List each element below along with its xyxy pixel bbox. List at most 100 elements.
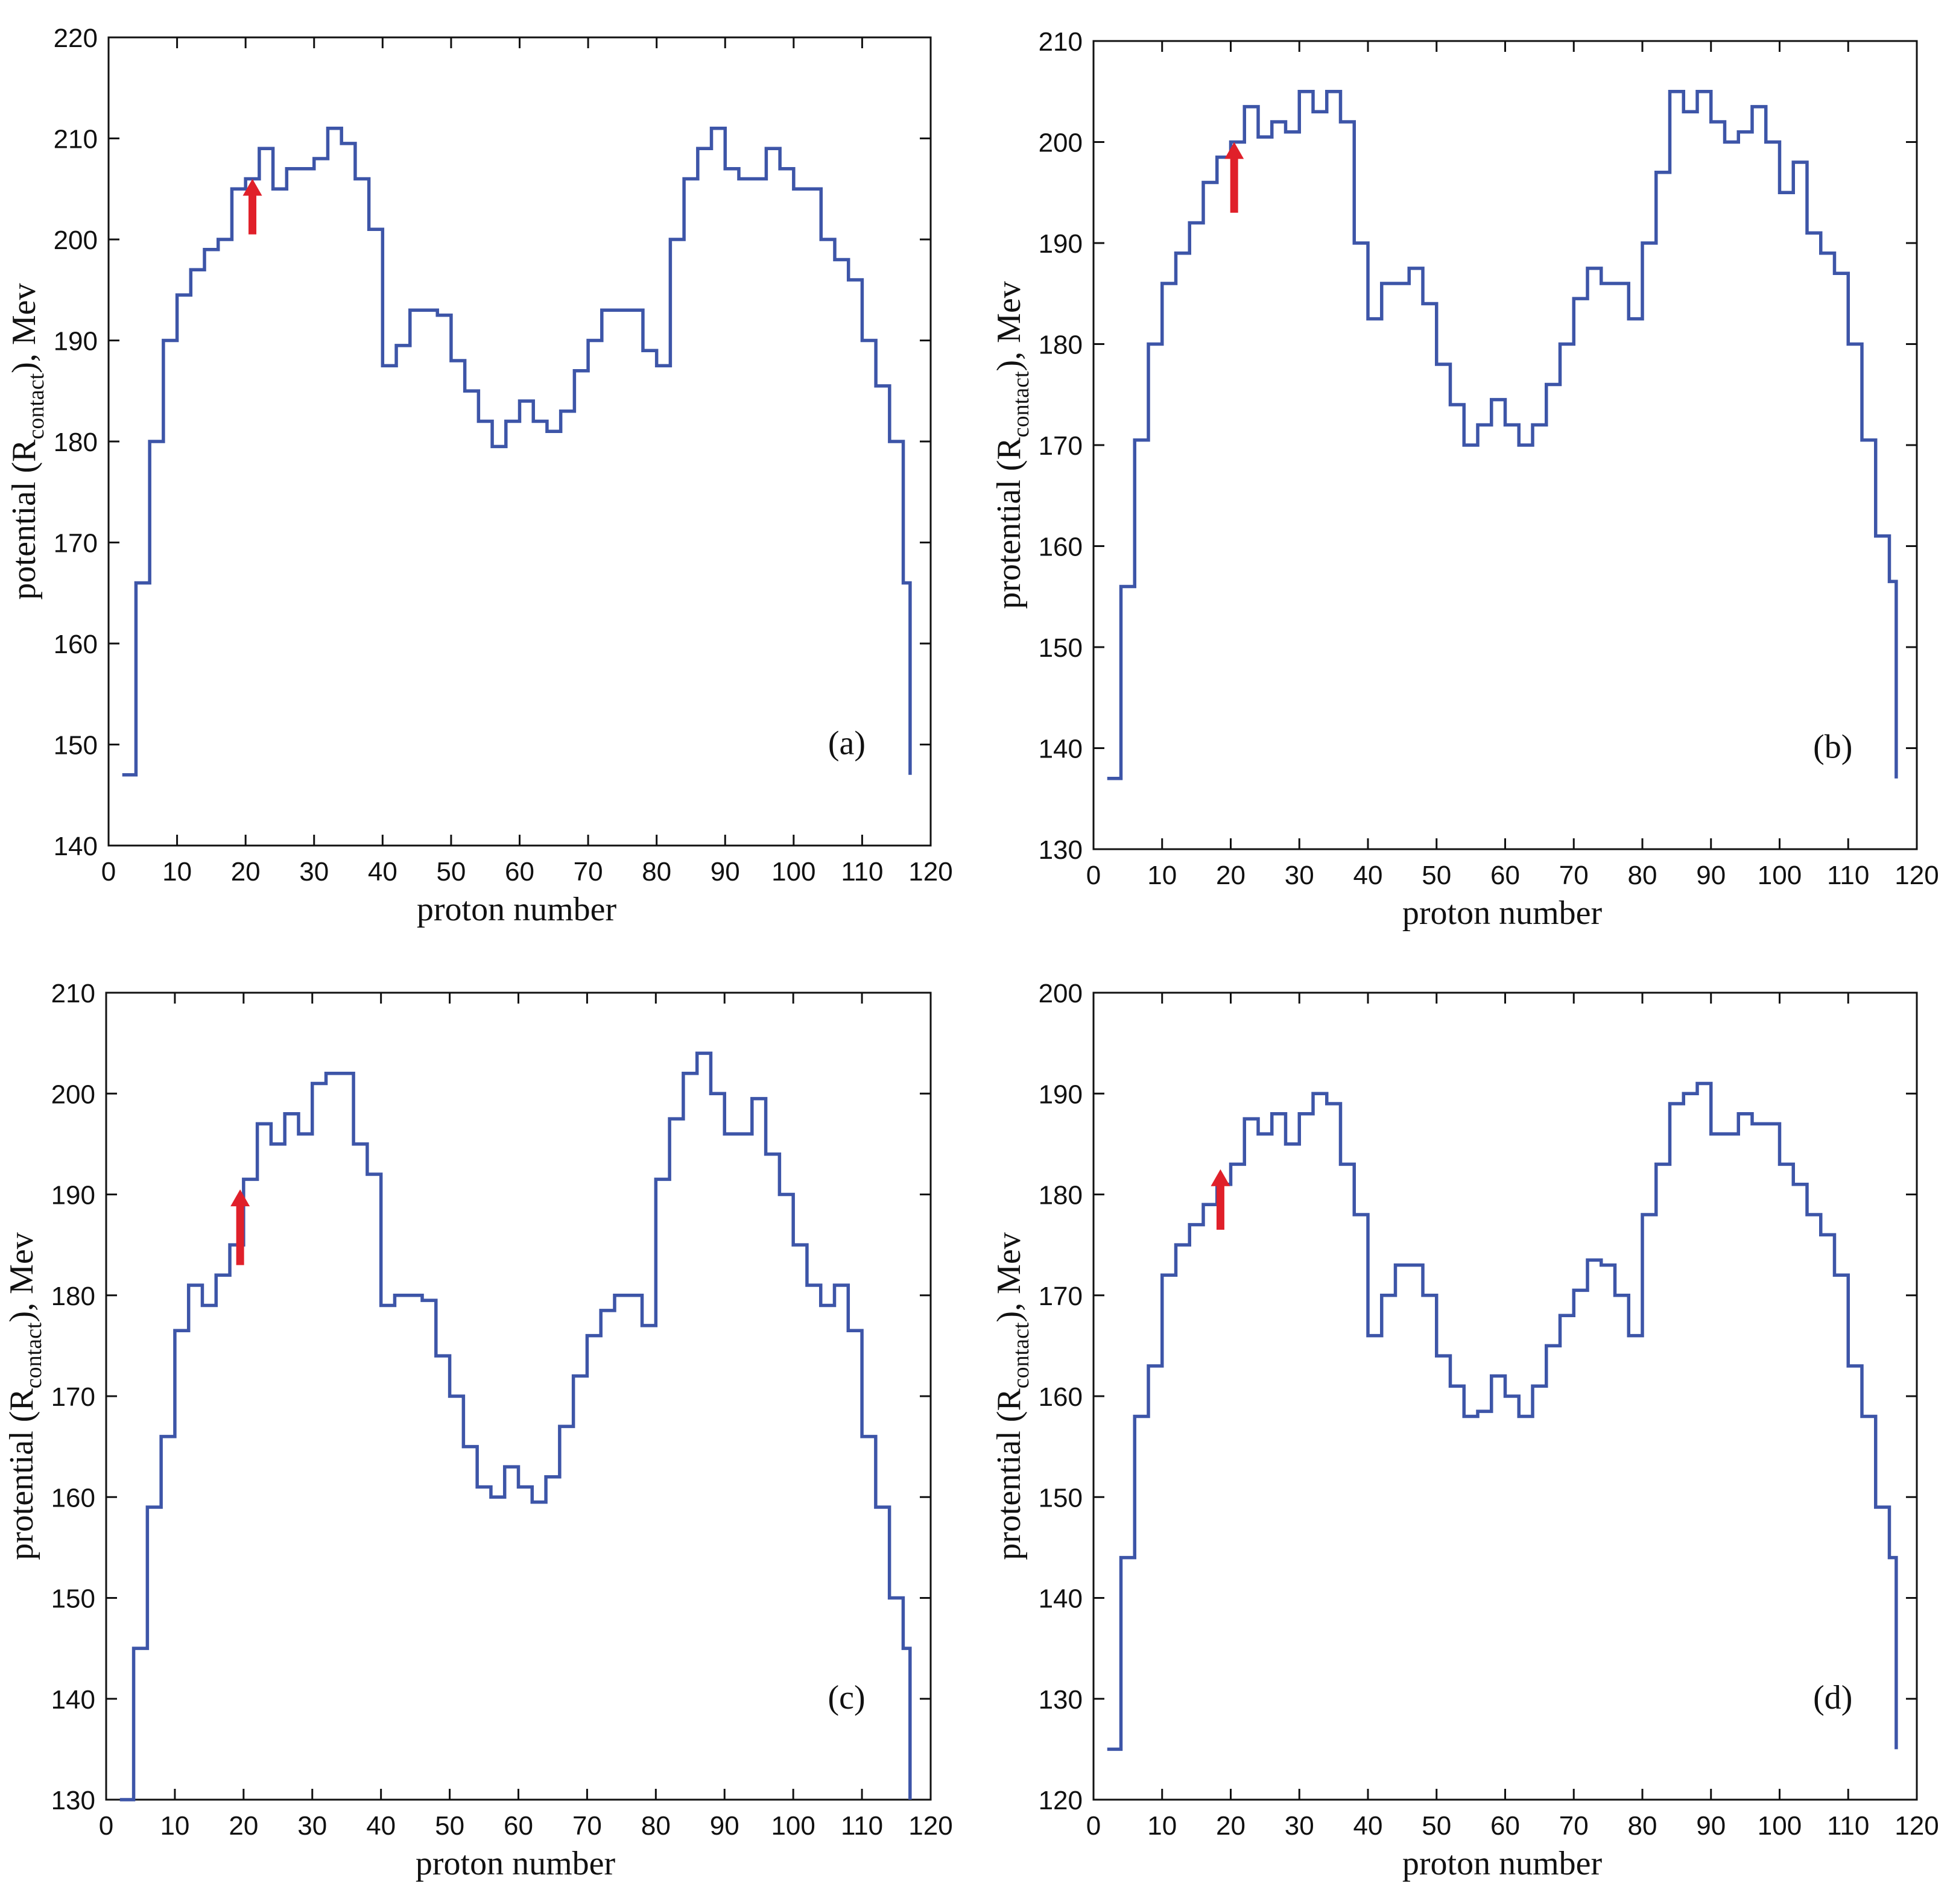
panel-label: (a) xyxy=(828,725,866,762)
x-tick-label: 90 xyxy=(711,857,740,887)
y-tick-label: 160 xyxy=(54,630,98,659)
x-tick-label: 80 xyxy=(1628,861,1657,890)
y-tick-label: 140 xyxy=(1039,735,1083,764)
y-tick-label: 180 xyxy=(1039,1181,1083,1210)
y-axis-label-sub: contact xyxy=(1008,371,1034,437)
y-tick-label: 150 xyxy=(1039,633,1083,663)
x-tick-label: 110 xyxy=(841,857,883,887)
y-tick-label: 160 xyxy=(1039,533,1083,562)
y-tick-label: 150 xyxy=(54,731,98,761)
x-axis-label: proton number xyxy=(1402,1845,1603,1882)
y-tick-label: 130 xyxy=(1039,1685,1083,1715)
panel-label: (c) xyxy=(828,1679,865,1716)
x-tick-label: 100 xyxy=(1758,861,1802,890)
x-tick-label: 80 xyxy=(641,1811,671,1841)
y-tick-label: 120 xyxy=(1039,1786,1083,1815)
y-tick-label: 180 xyxy=(54,428,98,457)
panel: 0 10 20 30 40 50 60 70 80 90 100 110 120 140 150 160 170… xyxy=(5,24,953,928)
y-tick-label: 210 xyxy=(1039,27,1083,57)
x-tick-label: 10 xyxy=(160,1811,189,1841)
x-axis-label: proton number xyxy=(416,1845,616,1882)
y-tick-label: 160 xyxy=(1039,1382,1083,1412)
panel-label: (b) xyxy=(1813,729,1852,766)
x-tick-label: 40 xyxy=(1353,861,1383,890)
y-tick-label: 180 xyxy=(1039,331,1083,360)
y-axis-label-main: protential (R xyxy=(990,1388,1028,1560)
y-tick-label: 190 xyxy=(1039,229,1083,259)
arrow-head xyxy=(1224,142,1244,159)
y-tick-label: 210 xyxy=(54,125,98,154)
y-tick-label: 180 xyxy=(51,1282,95,1311)
x-tick-label: 60 xyxy=(1490,861,1520,890)
y-tick-label: 190 xyxy=(1039,1080,1083,1109)
y-tick-label: 220 xyxy=(54,24,98,53)
x-tick-label: 110 xyxy=(841,1811,883,1841)
y-tick-label: 200 xyxy=(51,1080,95,1109)
y-tick-label: 160 xyxy=(51,1483,95,1513)
y-tick-label: 200 xyxy=(1039,128,1083,158)
y-tick-label: 150 xyxy=(1039,1483,1083,1513)
y-axis-label-end: ), Mev xyxy=(990,281,1028,371)
y-axis-label: protential (Rcontact), Mev xyxy=(990,281,1034,609)
x-tick-label: 30 xyxy=(299,857,329,887)
y-axis-label-sub: contact xyxy=(1008,1322,1034,1388)
y-tick-label: 170 xyxy=(1039,431,1083,461)
x-tick-label: 70 xyxy=(1559,861,1589,890)
x-tick-label: 110 xyxy=(1827,1811,1869,1841)
x-tick-label: 60 xyxy=(504,1811,533,1841)
panel: 0 10 20 30 40 50 60 70 80 90 100 110 120 130 140 150 160… xyxy=(3,979,953,1882)
x-tick-label: 10 xyxy=(162,857,192,887)
y-tick-label: 210 xyxy=(51,979,95,1008)
x-tick-label: 80 xyxy=(1628,1811,1657,1841)
data-line xyxy=(1107,90,1898,780)
x-tick-label: 70 xyxy=(572,1811,602,1841)
x-tick-label: 10 xyxy=(1147,861,1177,890)
x-tick-label: 20 xyxy=(1216,1811,1246,1841)
y-tick-label: 140 xyxy=(1039,1584,1083,1614)
x-tick-label: 60 xyxy=(505,857,534,887)
x-tick-label: 100 xyxy=(771,1811,815,1841)
x-tick-label: 90 xyxy=(710,1811,739,1841)
x-tick-label: 70 xyxy=(1559,1811,1589,1841)
x-tick-label: 110 xyxy=(1827,861,1869,890)
x-tick-label: 90 xyxy=(1696,1811,1726,1841)
y-axis-label-end: ), Mev xyxy=(990,1232,1028,1322)
y-tick-label: 190 xyxy=(54,327,98,356)
x-axis-label: proton number xyxy=(417,891,617,928)
arrow-head xyxy=(230,1189,250,1207)
y-axis-label: protential (Rcontact), Mev xyxy=(990,1232,1034,1560)
x-tick-label: 50 xyxy=(1422,861,1451,890)
y-tick-label: 170 xyxy=(54,529,98,558)
x-tick-label: 70 xyxy=(574,857,603,887)
panel-label: (d) xyxy=(1813,1679,1852,1716)
x-tick-label: 10 xyxy=(1147,1811,1177,1841)
x-tick-label: 100 xyxy=(1758,1811,1802,1841)
x-tick-label: 30 xyxy=(297,1811,327,1841)
x-tick-label: 40 xyxy=(368,857,397,887)
data-line xyxy=(119,1051,912,1801)
x-tick-label: 40 xyxy=(1353,1811,1383,1841)
x-tick-label: 30 xyxy=(1285,1811,1314,1841)
x-tick-label: 120 xyxy=(908,857,952,887)
x-tick-label: 100 xyxy=(771,857,815,887)
y-tick-label: 140 xyxy=(51,1685,95,1715)
panel: 0 10 20 30 40 50 60 70 80 90 100 110 120 130 140 150 160… xyxy=(990,27,1939,932)
x-tick-label: 0 xyxy=(1086,1811,1101,1841)
x-tick-label: 50 xyxy=(1422,1811,1451,1841)
y-axis-label-main: potential (R xyxy=(5,439,43,600)
arrow-head xyxy=(1211,1169,1230,1186)
x-axis-label: proton number xyxy=(1402,894,1603,932)
y-tick-label: 130 xyxy=(1039,835,1083,865)
x-tick-label: 80 xyxy=(642,857,671,887)
data-line xyxy=(1107,1081,1898,1751)
y-tick-label: 190 xyxy=(51,1181,95,1210)
x-tick-label: 20 xyxy=(229,1811,258,1841)
plot-frame xyxy=(105,992,932,1801)
x-tick-label: 120 xyxy=(1894,861,1939,890)
y-tick-label: 140 xyxy=(54,832,98,861)
x-tick-label: 0 xyxy=(1086,861,1101,890)
x-tick-label: 20 xyxy=(1216,861,1246,890)
x-tick-label: 20 xyxy=(231,857,261,887)
y-axis-label-sub: contact xyxy=(21,1322,46,1388)
